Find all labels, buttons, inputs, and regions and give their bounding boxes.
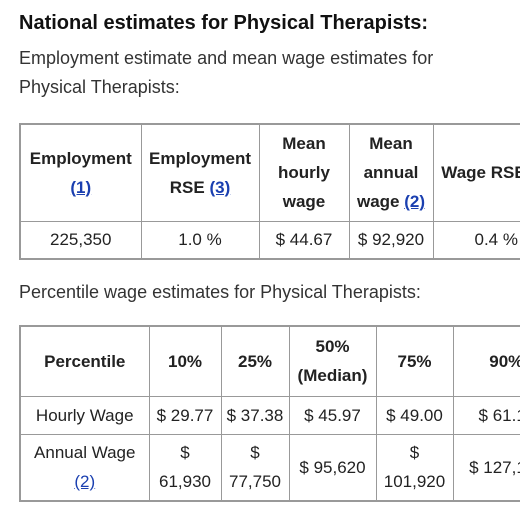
data-row: Annual Wage (2) $ 61,930 $ 77,750 $ 95,620 $… [19, 433, 520, 502]
percentile-caption: Percentile wage estimates for Physical T… [19, 282, 421, 302]
data-cell: $ 61,930 [148, 433, 222, 502]
header-cell: Percentile [19, 325, 150, 397]
header-cell: Wage RSE (3) [432, 123, 520, 222]
data-cell: $ 49.00 [375, 395, 454, 435]
header-cell: Employment (1) [19, 123, 142, 222]
data-cell: $ 95,620 [288, 433, 377, 502]
data-cell: $ 92,920 [348, 220, 434, 260]
header-cell: 90% [452, 325, 520, 397]
header-cell: Mean annual wage (2) [348, 123, 434, 222]
data-row: Hourly Wage $ 29.77 $ 37.38 $ 45.97 $ 49.00 $… [19, 395, 520, 435]
cell-text: Mean annual wage [356, 134, 419, 212]
employment-table: Employment (1) Employment RSE (3) Mean hou… [19, 123, 520, 260]
data-cell: $ 61.11 [452, 395, 520, 435]
data-cell: 1.0 % [140, 220, 260, 260]
footnote-link[interactable]: (2) [404, 192, 426, 212]
data-cell: $ 29.77 [148, 395, 222, 435]
header-row: Percentile 10% 25% 50% (Median) 75% 90% [19, 325, 520, 397]
footnote-link[interactable]: (3) [209, 177, 231, 197]
header-cell: Employment RSE (3) [140, 123, 260, 222]
header-row: Employment (1) Employment RSE (3) Mean hou… [19, 123, 520, 222]
data-cell: $ 77,750 [220, 433, 290, 502]
data-cell: 0.4 % [432, 220, 520, 260]
subtitle: Employment estimate and mean wage estima… [19, 48, 434, 97]
data-row: 225,350 1.0 % $ 44.67 $ 92,920 0.4 % [19, 220, 520, 260]
cell-text: Annual Wage [34, 443, 136, 463]
percentile-table: Percentile 10% 25% 50% (Median) 75% 90% Hourly… [19, 325, 520, 502]
data-cell: $ 45.97 [288, 395, 377, 435]
header-cell: 25% [220, 325, 290, 397]
row-label: Annual Wage (2) [19, 433, 150, 502]
title: National estimates for Physical Therapis… [19, 12, 429, 34]
data-cell: $ 37.38 [220, 395, 290, 435]
header-cell: 10% [148, 325, 222, 397]
cell-text: Employment RSE [148, 148, 252, 197]
header-cell: Mean hourly wage [258, 123, 350, 222]
data-cell: $ 44.67 [258, 220, 350, 260]
header-cell: 50% (Median) [288, 325, 377, 397]
cell-text: Employment [29, 148, 132, 168]
header-cell: 75% [375, 325, 454, 397]
row-label: 225,350 [19, 220, 142, 260]
data-cell: $ 127,110 [452, 433, 520, 502]
row-label: Hourly Wage [19, 395, 150, 435]
data-cell: $ 101,920 [375, 433, 454, 502]
footnote-link[interactable]: (2) [74, 472, 96, 492]
footnote-link[interactable]: (1) [70, 177, 92, 197]
cell-text: Wage RSE [441, 163, 520, 183]
